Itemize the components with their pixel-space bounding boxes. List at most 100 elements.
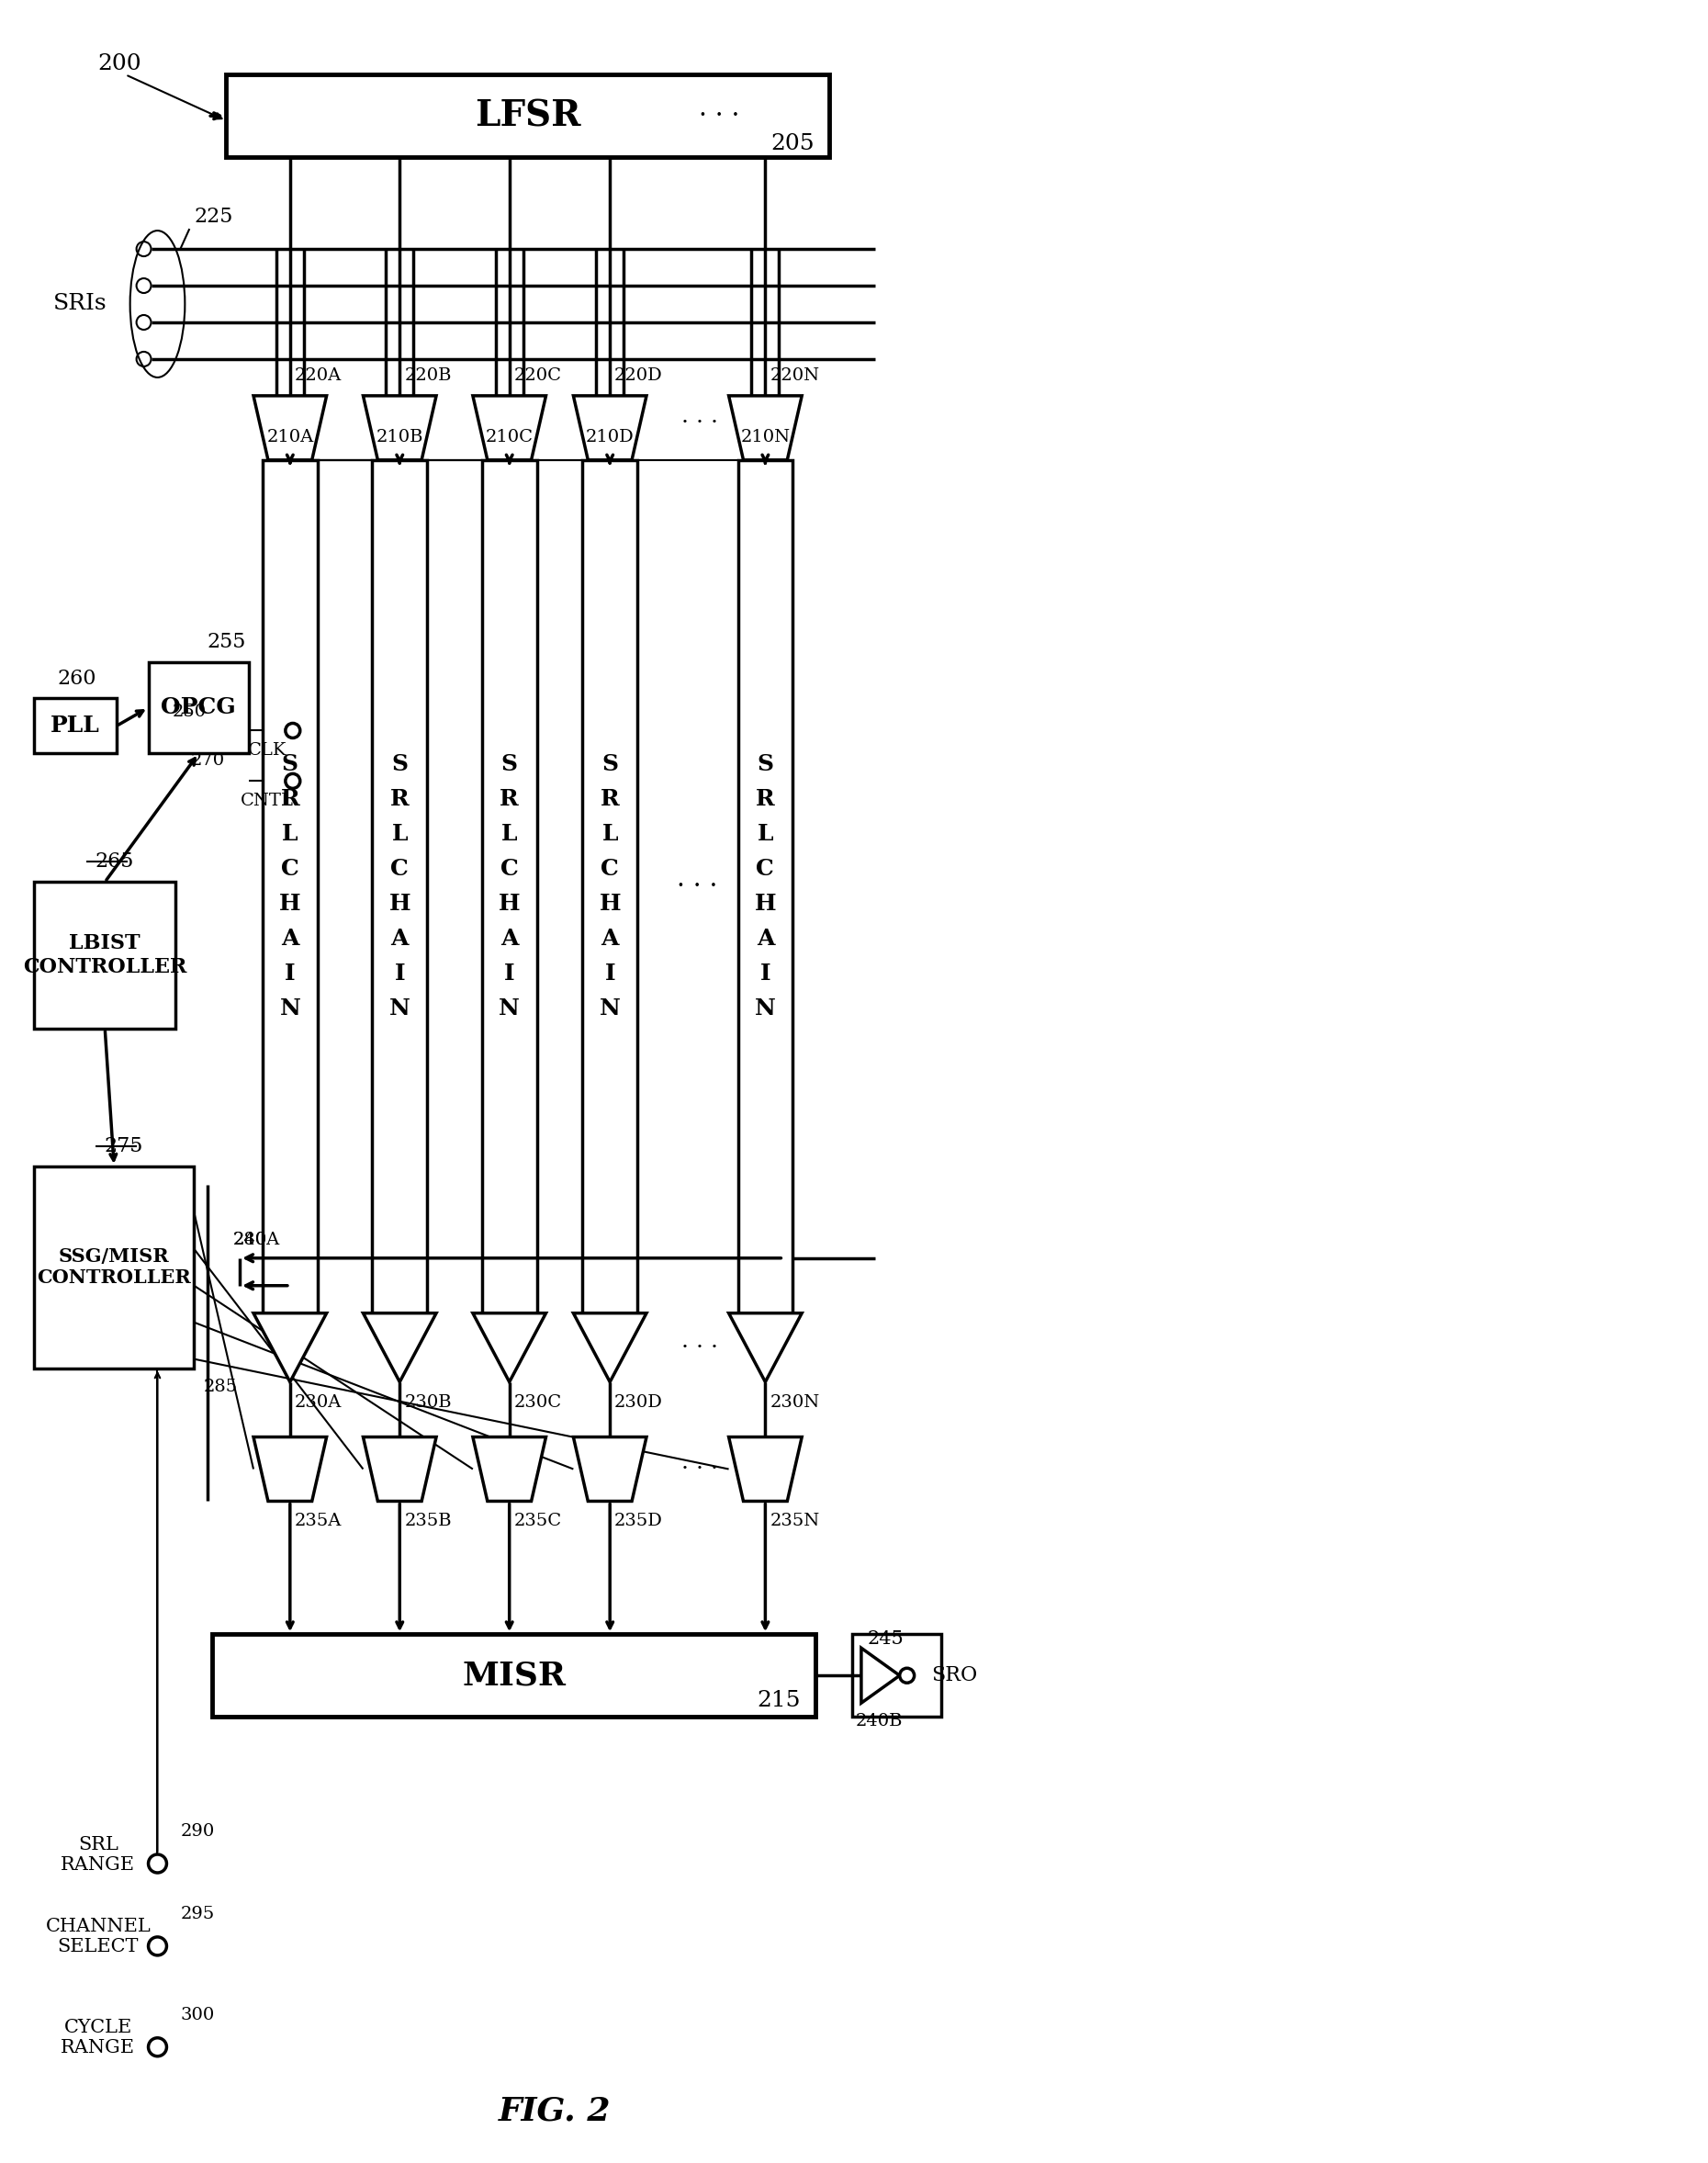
Text: H: H [600,893,620,915]
Polygon shape [473,396,547,461]
Text: 235A: 235A [294,1514,342,1529]
Text: R: R [601,787,620,811]
Text: 260: 260 [56,668,96,688]
Bar [149,662,249,753]
Polygon shape [574,1436,646,1501]
Text: FIG. 2: FIG. 2 [499,2096,611,2126]
Text: PLL: PLL [51,716,99,738]
Text: CYCLE
RANGE: CYCLE RANGE [61,2018,135,2057]
Text: 220D: 220D [615,368,663,383]
Polygon shape [729,1313,801,1382]
Text: L: L [502,824,518,846]
Text: H: H [499,893,521,915]
Text: 215: 215 [757,1689,801,1711]
Circle shape [137,242,150,255]
Bar [482,461,536,1313]
Text: 225: 225 [195,208,232,227]
Text: 235B: 235B [405,1514,451,1529]
Text: 270: 270 [191,753,225,770]
Bar [372,461,427,1313]
Polygon shape [364,1313,436,1382]
Bar [582,461,637,1313]
Polygon shape [253,396,326,461]
Text: N: N [600,997,620,1019]
Text: 245: 245 [868,1631,904,1648]
Text: A: A [282,928,299,950]
Text: 220B: 220B [405,368,451,383]
Text: · · ·: · · · [681,413,717,435]
Bar [225,76,830,158]
Circle shape [285,774,301,787]
Text: 230N: 230N [770,1393,820,1410]
Text: C: C [601,859,618,880]
Text: 235N: 235N [770,1514,820,1529]
Text: OPCG: OPCG [161,696,236,718]
Text: 220N: 220N [770,368,820,383]
Polygon shape [364,1436,436,1501]
Text: 295: 295 [181,1906,215,1923]
Text: S: S [601,753,618,777]
Bar [34,699,116,753]
Text: 230B: 230B [405,1393,451,1410]
Text: 200: 200 [97,54,142,74]
Text: C: C [391,859,408,880]
Text: 210D: 210D [586,428,634,446]
Bar [263,461,318,1313]
Text: 280: 280 [234,1231,268,1248]
Text: H: H [389,893,410,915]
Text: 265: 265 [94,852,133,872]
Text: N: N [755,997,775,1019]
Polygon shape [253,1313,326,1382]
Circle shape [137,279,150,292]
Text: N: N [499,997,519,1019]
Text: I: I [285,963,295,984]
Text: A: A [391,928,408,950]
Text: LBIST
CONTROLLER: LBIST CONTROLLER [22,934,186,978]
Polygon shape [574,396,646,461]
Text: 290: 290 [181,1823,215,1841]
Polygon shape [729,396,801,461]
Text: N: N [389,997,410,1019]
Bar [852,1635,941,1717]
Text: 235C: 235C [514,1514,562,1529]
Text: SRO: SRO [931,1666,977,1685]
Text: R: R [280,787,299,811]
Text: I: I [760,963,770,984]
Text: 300: 300 [181,2007,215,2022]
Text: 220A: 220A [294,368,342,383]
Circle shape [137,316,150,329]
Text: MISR: MISR [463,1659,565,1691]
Text: R: R [755,787,775,811]
Text: · · ·: · · · [681,1337,717,1358]
Bar [738,461,793,1313]
Text: I: I [504,963,514,984]
Text: L: L [391,824,408,846]
Polygon shape [473,1313,547,1382]
Text: LFSR: LFSR [475,99,581,134]
Text: 275: 275 [104,1136,143,1157]
Text: H: H [278,893,301,915]
Text: A: A [757,928,774,950]
Text: L: L [282,824,299,846]
Text: 210C: 210C [485,428,533,446]
Text: 240A: 240A [234,1231,280,1248]
Text: · · ·: · · · [676,874,717,900]
Bar [212,1635,815,1717]
Text: A: A [601,928,618,950]
Polygon shape [364,396,436,461]
Circle shape [137,353,150,366]
Text: SSG/MISR
CONTROLLER: SSG/MISR CONTROLLER [38,1248,191,1287]
Text: S: S [282,753,299,777]
Text: 255: 255 [207,632,246,651]
Text: 230C: 230C [514,1393,562,1410]
Text: SRL
RANGE: SRL RANGE [61,1836,135,1873]
Text: 210A: 210A [266,428,314,446]
Text: 230A: 230A [294,1393,342,1410]
Text: SRIs: SRIs [53,294,108,314]
Text: CLK: CLK [248,742,287,759]
Text: 220C: 220C [514,368,562,383]
Bar [34,1166,195,1369]
Text: CHANNEL
SELECT: CHANNEL SELECT [46,1919,150,1955]
Circle shape [149,2038,167,2057]
Text: 205: 205 [770,132,815,154]
